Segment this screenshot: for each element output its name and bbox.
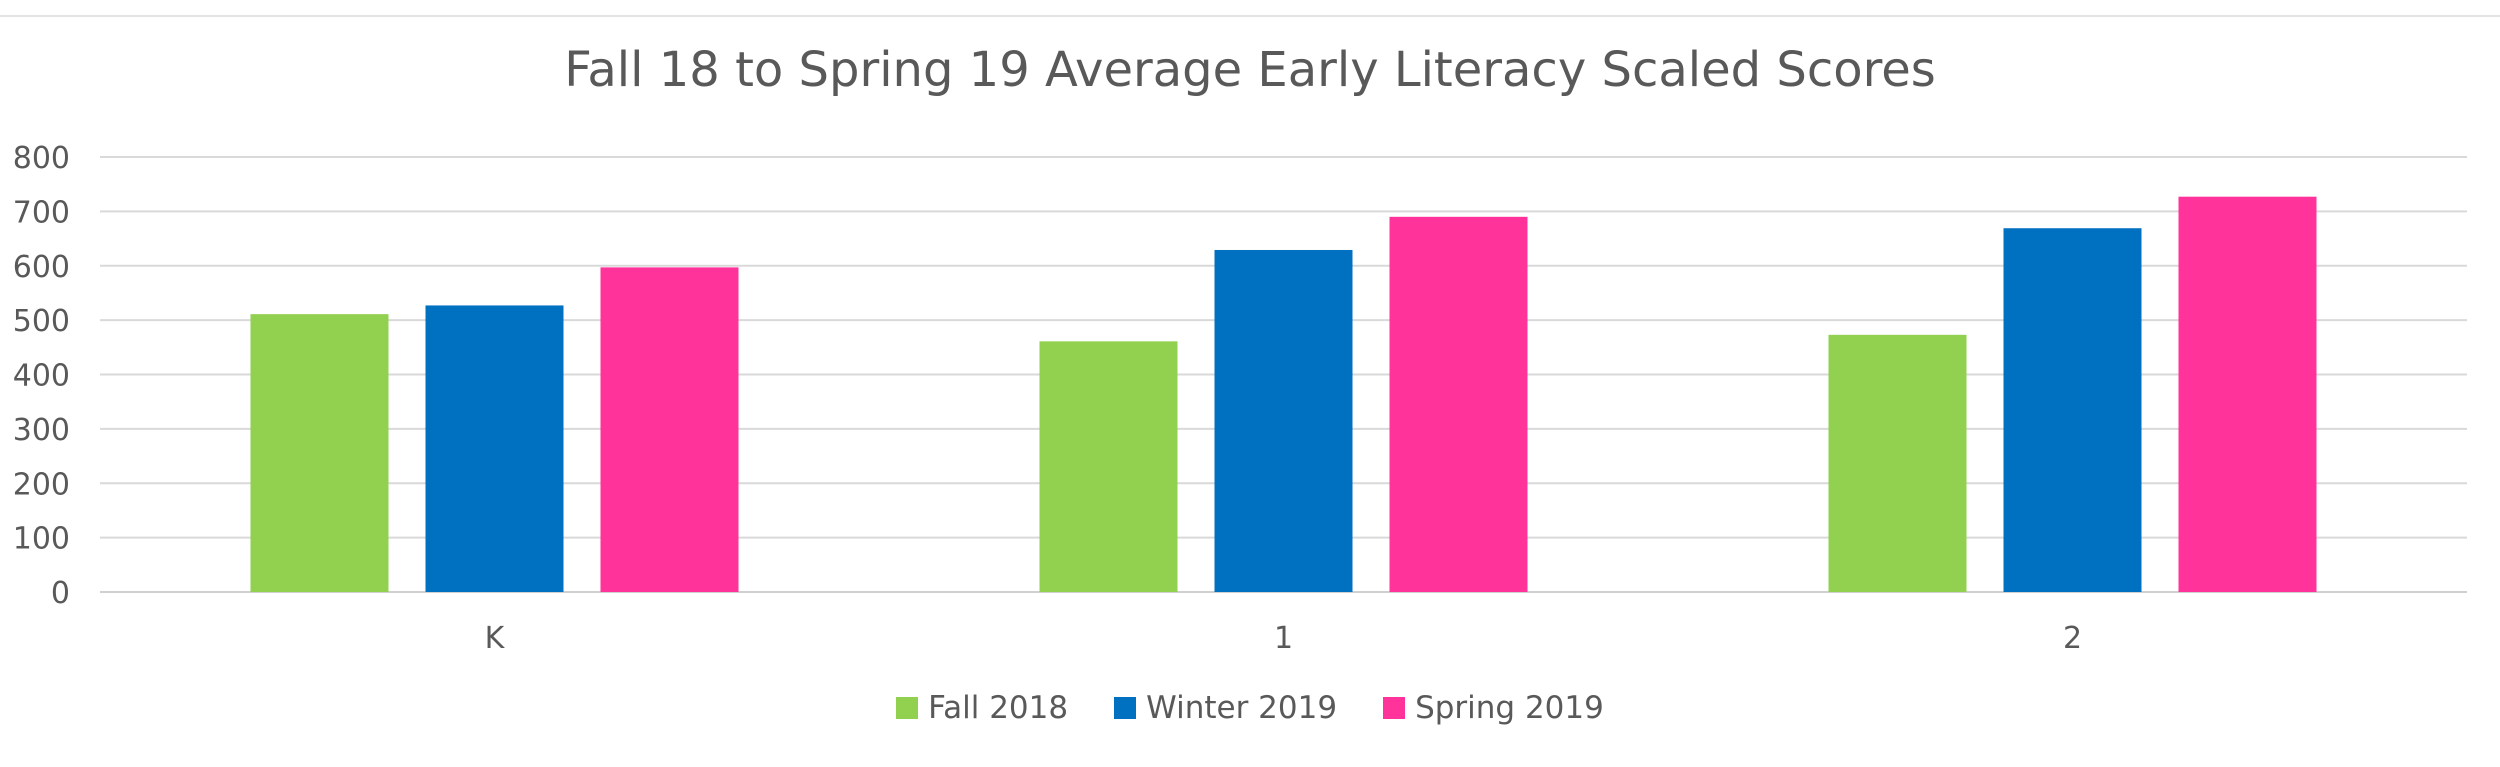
- bar-spring-2019-1: [1389, 216, 1528, 592]
- bar-fall-2018-1: [1039, 341, 1178, 592]
- legend-label-spring-2019: Spring 2019: [1415, 690, 1604, 726]
- legend-swatch-winter-2019: [1114, 697, 1137, 719]
- top-border: [0, 15, 2500, 17]
- legend-label-winter-2019: Winter 2019: [1146, 690, 1338, 726]
- legend-item-spring-2019: Spring 2019: [1383, 690, 1604, 726]
- legend-swatch-fall-2018: [896, 697, 919, 719]
- bar-winter-2019-2: [2003, 228, 2142, 592]
- bar-fall-2018-2: [1828, 334, 1967, 592]
- y-tick-label-100: 100: [13, 522, 70, 557]
- bar-winter-2019-1: [1214, 249, 1353, 592]
- legend-label-fall-2018: Fall 2018: [928, 690, 1069, 726]
- x-tick-label-1: 1: [1274, 621, 1293, 656]
- legend-item-winter-2019: Winter 2019: [1114, 690, 1337, 726]
- legend-item-fall-2018: Fall 2018: [896, 690, 1068, 726]
- x-tick-label-k: K: [485, 621, 506, 656]
- y-tick-label-400: 400: [13, 359, 70, 394]
- y-tick-label-500: 500: [13, 304, 70, 339]
- bar-winter-2019-k: [425, 305, 564, 592]
- y-tick-label-700: 700: [13, 195, 70, 230]
- bar-spring-2019-2: [2178, 196, 2317, 592]
- y-tick-label-600: 600: [13, 250, 70, 285]
- chart-title: Fall 18 to Spring 19 Average Early Liter…: [564, 42, 1936, 98]
- legend: Fall 2018 Winter 2019 Spring 2019: [0, 690, 2500, 726]
- y-tick-label-800: 800: [13, 141, 70, 176]
- y-tick-label-0: 0: [51, 576, 70, 611]
- legend-swatch-spring-2019: [1383, 697, 1406, 719]
- y-tick-label-200: 200: [13, 467, 70, 502]
- bar-spring-2019-k: [600, 267, 739, 592]
- bar-fall-2018-k: [250, 314, 389, 592]
- y-tick-label-300: 300: [13, 413, 70, 448]
- x-tick-label-2: 2: [2063, 621, 2082, 656]
